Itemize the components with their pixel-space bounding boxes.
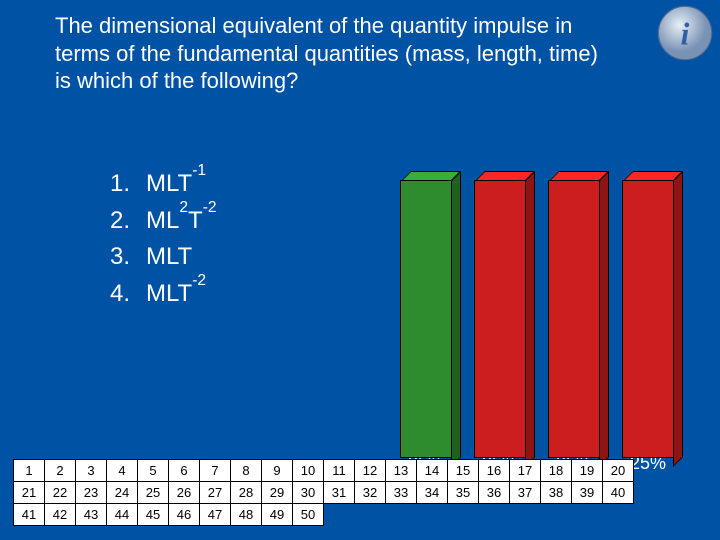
grid-cell[interactable]: 41 [13, 503, 45, 526]
answer-option-2[interactable]: 2.ML2T-2 [110, 206, 217, 235]
grid-cell[interactable]: 19 [571, 459, 603, 482]
grid-cell[interactable]: 30 [292, 481, 324, 504]
grid-cell[interactable]: 25 [137, 481, 169, 504]
grid-cell-empty [509, 503, 541, 526]
info-icon: i [656, 4, 714, 62]
answer-number: 1. [110, 170, 146, 198]
grid-cell[interactable]: 26 [168, 481, 200, 504]
grid-cell[interactable]: 4 [106, 459, 138, 482]
grid-cell[interactable]: 43 [75, 503, 107, 526]
answer-number: 3. [110, 243, 146, 271]
grid-cell[interactable]: 47 [199, 503, 231, 526]
grid-cell[interactable]: 11 [323, 459, 355, 482]
grid-cell[interactable]: 39 [571, 481, 603, 504]
grid-cell[interactable]: 14 [416, 459, 448, 482]
grid-cell-empty [354, 503, 386, 526]
grid-cell-empty [602, 503, 634, 526]
grid-cell-empty [323, 503, 355, 526]
grid-cell[interactable]: 3 [75, 459, 107, 482]
grid-cell[interactable]: 24 [106, 481, 138, 504]
grid-cell-empty [416, 503, 448, 526]
svg-text:i: i [681, 17, 690, 52]
answer-label: MLT-2 [146, 279, 206, 308]
grid-cell[interactable]: 21 [13, 481, 45, 504]
grid-cell[interactable]: 38 [540, 481, 572, 504]
grid-cell[interactable]: 9 [261, 459, 293, 482]
answer-option-1[interactable]: 1.MLT-1 [110, 169, 217, 198]
grid-cell[interactable]: 13 [385, 459, 417, 482]
grid-cell[interactable]: 16 [478, 459, 510, 482]
grid-cell-empty [540, 503, 572, 526]
grid-cell[interactable]: 35 [447, 481, 479, 504]
question-title: The dimensional equivalent of the quanti… [55, 12, 615, 95]
grid-cell[interactable]: 34 [416, 481, 448, 504]
grid-cell[interactable]: 42 [44, 503, 76, 526]
bar-rect [474, 180, 526, 458]
grid-cell[interactable]: 33 [385, 481, 417, 504]
grid-cell[interactable]: 17 [509, 459, 541, 482]
grid-cell[interactable]: 37 [509, 481, 541, 504]
grid-cell[interactable]: 6 [168, 459, 200, 482]
grid-cell[interactable]: 1 [13, 459, 45, 482]
answer-option-4[interactable]: 4.MLT-2 [110, 279, 217, 308]
responder-grid: 1234567891011121314151617181920212223242… [14, 460, 634, 526]
grid-cell[interactable]: 49 [261, 503, 293, 526]
grid-cell[interactable]: 18 [540, 459, 572, 482]
grid-cell-empty [478, 503, 510, 526]
grid-cell-empty [385, 503, 417, 526]
grid-cell[interactable]: 10 [292, 459, 324, 482]
grid-cell[interactable]: 46 [168, 503, 200, 526]
grid-cell[interactable]: 44 [106, 503, 138, 526]
grid-cell[interactable]: 23 [75, 481, 107, 504]
grid-cell[interactable]: 20 [602, 459, 634, 482]
response-chart: 25%25%25%25% [400, 148, 700, 458]
answer-label: MLT-1 [146, 169, 206, 198]
answer-label: MLT [146, 243, 192, 271]
grid-cell[interactable]: 40 [602, 481, 634, 504]
bar-rect [400, 180, 452, 458]
answer-label: ML2T-2 [146, 206, 217, 235]
answer-number: 2. [110, 207, 146, 235]
grid-cell[interactable]: 27 [199, 481, 231, 504]
answer-option-3[interactable]: 3.MLT [110, 243, 217, 271]
grid-cell[interactable]: 36 [478, 481, 510, 504]
grid-cell[interactable]: 45 [137, 503, 169, 526]
grid-cell[interactable]: 5 [137, 459, 169, 482]
slide: i The dimensional equivalent of the quan… [0, 0, 720, 540]
answer-number: 4. [110, 280, 146, 308]
grid-cell[interactable]: 31 [323, 481, 355, 504]
bar-rect [622, 180, 674, 458]
grid-cell-empty [447, 503, 479, 526]
grid-cell[interactable]: 2 [44, 459, 76, 482]
grid-cell[interactable]: 12 [354, 459, 386, 482]
grid-cell[interactable]: 50 [292, 503, 324, 526]
grid-cell[interactable]: 48 [230, 503, 262, 526]
grid-cell[interactable]: 8 [230, 459, 262, 482]
grid-cell-empty [571, 503, 603, 526]
answer-list: 1.MLT-12.ML2T-23.MLT4.MLT-2 [70, 169, 217, 316]
grid-cell[interactable]: 32 [354, 481, 386, 504]
grid-cell[interactable]: 7 [199, 459, 231, 482]
grid-cell[interactable]: 29 [261, 481, 293, 504]
grid-cell[interactable]: 22 [44, 481, 76, 504]
grid-cell[interactable]: 15 [447, 459, 479, 482]
bar-rect [548, 180, 600, 458]
grid-cell[interactable]: 28 [230, 481, 262, 504]
